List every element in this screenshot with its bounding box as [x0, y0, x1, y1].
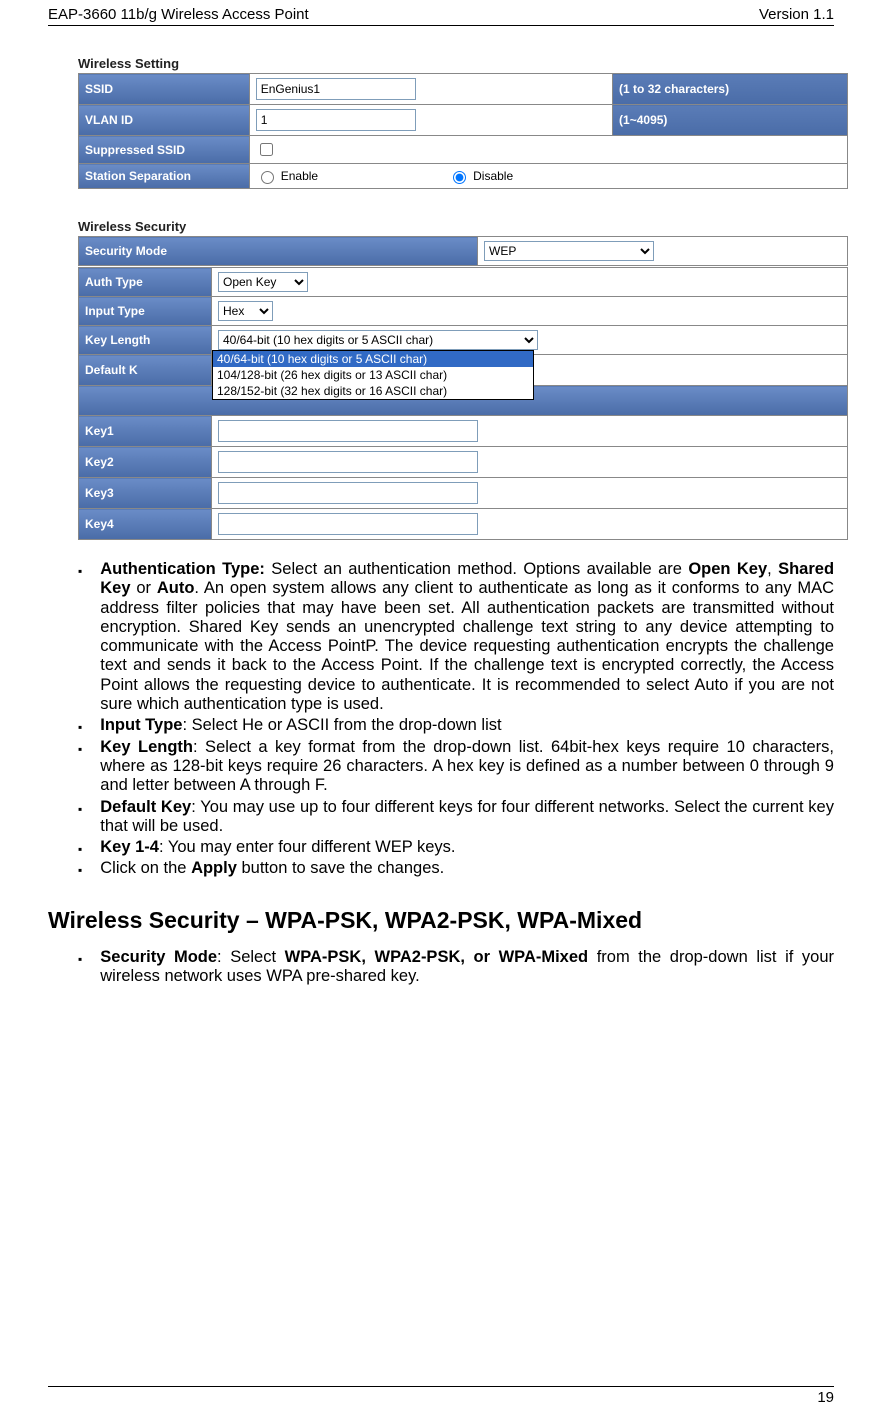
input-type-label: Input Type [79, 297, 212, 326]
vlan-hint: (1~4095) [613, 105, 848, 136]
wireless-setting-table: SSID (1 to 32 characters) VLAN ID (1~409… [78, 73, 848, 189]
default-key-label: Default K [79, 355, 212, 386]
security-mode-label: Security Mode [79, 237, 478, 266]
key3-label: Key3 [79, 478, 212, 509]
disable-radio[interactable] [453, 171, 466, 184]
enable-radio[interactable] [261, 171, 274, 184]
wireless-security-title: Wireless Security [78, 219, 848, 234]
wireless-setting-title: Wireless Setting [78, 56, 848, 71]
vlan-label: VLAN ID [79, 105, 250, 136]
ssid-hint: (1 to 32 characters) [613, 74, 848, 105]
auth-type-label: Auth Type [79, 268, 212, 297]
security-mode-select[interactable]: WEP [484, 241, 654, 261]
key3-input[interactable] [218, 482, 478, 504]
vlan-input[interactable] [256, 109, 416, 131]
key-length-select[interactable]: 40/64-bit (10 hex digits or 5 ASCII char… [218, 330, 538, 350]
key4-label: Key4 [79, 509, 212, 540]
section-heading: Wireless Security – WPA-PSK, WPA2-PSK, W… [48, 907, 834, 934]
auth-type-select[interactable]: Open Key [218, 272, 308, 292]
enable-radio-label[interactable]: Enable [256, 168, 318, 184]
key2-input[interactable] [218, 451, 478, 473]
suppressed-label: Suppressed SSID [79, 136, 250, 164]
key1-input[interactable] [218, 420, 478, 442]
disable-radio-label[interactable]: Disable [448, 168, 513, 184]
suppressed-checkbox[interactable] [260, 143, 273, 156]
bullet-key-1-4: Key 1-4: You may enter four different WE… [48, 838, 834, 857]
enable-text: Enable [281, 169, 318, 183]
config-screenshot: Wireless Setting SSID (1 to 32 character… [78, 56, 848, 540]
bullet-default-key: Default Key: You may use up to four diff… [48, 798, 834, 837]
input-type-select[interactable]: Hex [218, 301, 273, 321]
ssid-input[interactable] [256, 78, 416, 100]
security-mode-table: Security Mode WEP [78, 236, 848, 266]
key-length-option-2[interactable]: 128/152-bit (32 hex digits or 16 ASCII c… [213, 383, 533, 399]
header-left: EAP-3660 11b/g Wireless Access Point [48, 6, 309, 23]
key2-label: Key2 [79, 447, 212, 478]
separation-label: Station Separation [79, 164, 250, 189]
key-length-label: Key Length [79, 326, 212, 355]
key-length-option-0[interactable]: 40/64-bit (10 hex digits or 5 ASCII char… [213, 351, 533, 367]
key4-input[interactable] [218, 513, 478, 535]
bullet-key-length: Key Length: Select a key format from the… [48, 738, 834, 796]
key-length-dropdown[interactable]: 40/64-bit (10 hex digits or 5 ASCII char… [212, 350, 534, 400]
key-length-option-1[interactable]: 104/128-bit (26 hex digits or 13 ASCII c… [213, 367, 533, 383]
bullet-security-mode: Security Mode: Select WPA-PSK, WPA2-PSK,… [48, 948, 834, 987]
bullet-input-type: Input Type: Select He or ASCII from the … [48, 716, 834, 735]
ssid-label: SSID [79, 74, 250, 105]
key1-label: Key1 [79, 416, 212, 447]
header-right: Version 1.1 [759, 6, 834, 23]
bullet-apply: Click on the Apply button to save the ch… [48, 859, 834, 878]
bullet-auth-type: Authentication Type: Select an authentic… [48, 560, 834, 714]
wep-table: Auth Type Open Key Input Type Hex Key Le… [78, 267, 848, 540]
page-number: 19 [48, 1386, 834, 1406]
disable-text: Disable [473, 169, 513, 183]
